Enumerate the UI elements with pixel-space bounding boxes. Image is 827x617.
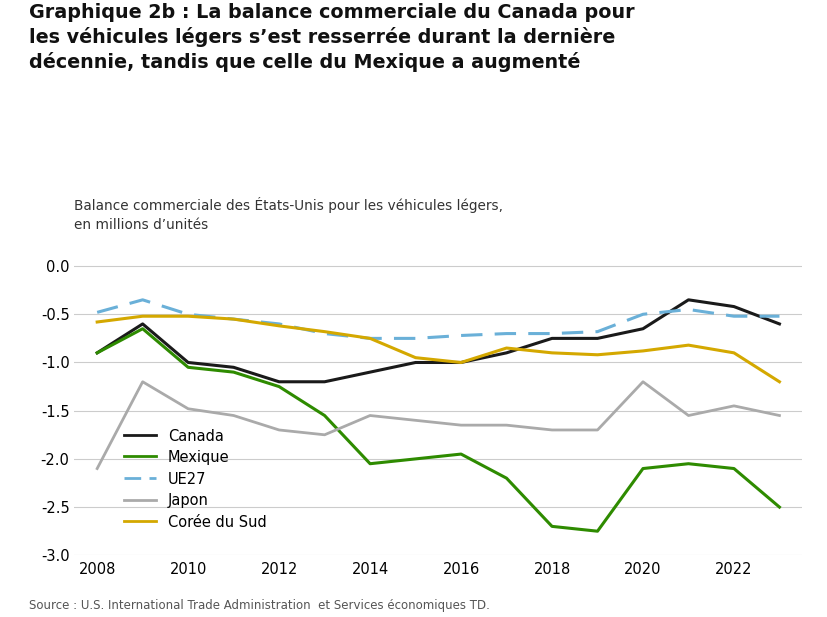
Canada (184, 359, 194, 366)
Mexique (592, 528, 602, 535)
Japon (774, 412, 784, 419)
Corée du Sud (184, 313, 194, 320)
Corée du Sud (592, 351, 602, 358)
Mexique (774, 503, 784, 511)
Line: UE27: UE27 (98, 300, 779, 338)
Mexique (93, 349, 103, 357)
UE27 (228, 315, 238, 323)
Japon (365, 412, 375, 419)
Corée du Sud (93, 318, 103, 326)
Mexique (456, 450, 466, 458)
Mexique (410, 455, 420, 463)
Mexique (184, 363, 194, 371)
Mexique (274, 383, 284, 391)
Japon (410, 416, 420, 424)
Legend: Canada, Mexique, UE27, Japon, Corée du Sud: Canada, Mexique, UE27, Japon, Corée du S… (118, 423, 272, 536)
UE27 (410, 334, 420, 342)
UE27 (683, 306, 693, 313)
Corée du Sud (365, 334, 375, 342)
UE27 (638, 310, 648, 318)
Canada (729, 303, 739, 310)
Corée du Sud (410, 354, 420, 362)
Line: Japon: Japon (98, 382, 779, 468)
Japon (319, 431, 329, 439)
Corée du Sud (729, 349, 739, 357)
Corée du Sud (228, 315, 238, 323)
Japon (547, 426, 557, 434)
Corée du Sud (138, 313, 148, 320)
UE27 (319, 330, 329, 337)
UE27 (774, 313, 784, 320)
Corée du Sud (683, 341, 693, 349)
Mexique (501, 474, 511, 482)
Canada (501, 349, 511, 357)
Canada (547, 334, 557, 342)
Canada (683, 296, 693, 304)
UE27 (501, 330, 511, 337)
Canada (319, 378, 329, 386)
Japon (228, 412, 238, 419)
Japon (93, 465, 103, 472)
Mexique (547, 523, 557, 530)
Japon (456, 421, 466, 429)
Canada (138, 320, 148, 328)
Canada (228, 363, 238, 371)
UE27 (729, 313, 739, 320)
Canada (456, 359, 466, 366)
Japon (274, 426, 284, 434)
Canada (410, 359, 420, 366)
UE27 (456, 332, 466, 339)
Line: Corée du Sud: Corée du Sud (98, 317, 779, 382)
Text: Graphique 2b : La balance commerciale du Canada pour
les véhicules légers s’est : Graphique 2b : La balance commerciale du… (29, 3, 634, 72)
Japon (683, 412, 693, 419)
Corée du Sud (319, 328, 329, 336)
Canada (93, 349, 103, 357)
UE27 (547, 330, 557, 337)
Corée du Sud (274, 322, 284, 329)
UE27 (93, 308, 103, 316)
Corée du Sud (456, 359, 466, 366)
Corée du Sud (774, 378, 784, 386)
UE27 (184, 310, 194, 318)
Mexique (228, 368, 238, 376)
Mexique (683, 460, 693, 468)
Canada (274, 378, 284, 386)
UE27 (592, 328, 602, 336)
Text: Balance commerciale des États-Unis pour les véhicules légers,
en millions d’unit: Balance commerciale des États-Unis pour … (74, 197, 504, 232)
Text: Source : U.S. International Trade Administration  et Services économiques TD.: Source : U.S. International Trade Admini… (29, 599, 490, 612)
Canada (638, 325, 648, 333)
UE27 (365, 334, 375, 342)
Canada (774, 320, 784, 328)
Corée du Sud (501, 344, 511, 352)
Corée du Sud (547, 349, 557, 357)
Japon (501, 421, 511, 429)
Japon (638, 378, 648, 386)
Mexique (729, 465, 739, 472)
Mexique (319, 412, 329, 419)
Corée du Sud (638, 347, 648, 355)
Canada (592, 334, 602, 342)
Canada (365, 368, 375, 376)
Japon (592, 426, 602, 434)
Line: Canada: Canada (98, 300, 779, 382)
UE27 (138, 296, 148, 304)
Line: Mexique: Mexique (98, 329, 779, 531)
UE27 (274, 320, 284, 328)
Mexique (365, 460, 375, 468)
Japon (184, 405, 194, 413)
Japon (729, 402, 739, 410)
Japon (138, 378, 148, 386)
Mexique (638, 465, 648, 472)
Mexique (138, 325, 148, 333)
